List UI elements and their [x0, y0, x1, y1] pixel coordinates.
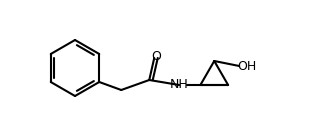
Text: O: O: [151, 50, 161, 63]
Text: OH: OH: [238, 60, 257, 72]
Text: NH: NH: [170, 78, 189, 92]
